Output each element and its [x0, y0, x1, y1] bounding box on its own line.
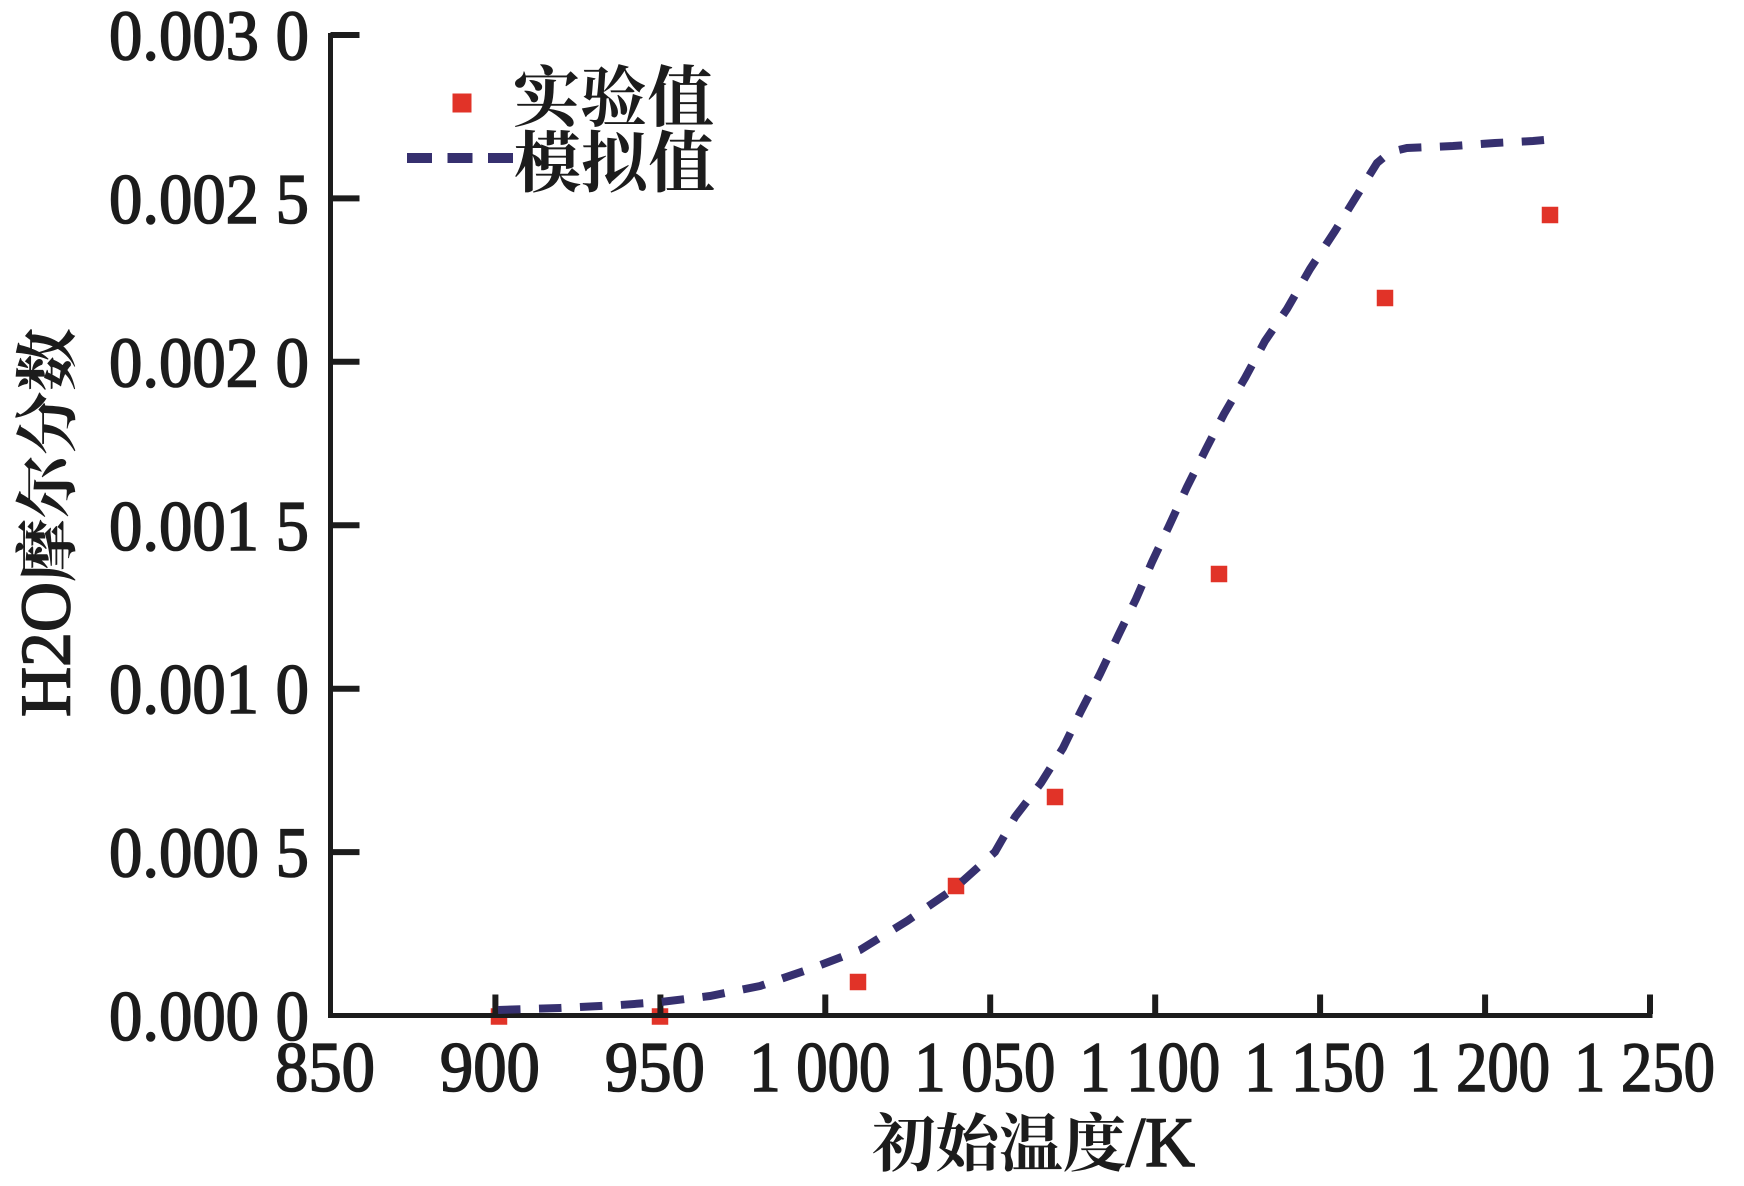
svg-text:0.000 0: 0.000 0: [109, 978, 309, 1056]
svg-text:1 250: 1 250: [1574, 1029, 1715, 1107]
svg-text:1 150: 1 150: [1244, 1029, 1385, 1107]
svg-text:850: 850: [275, 1029, 375, 1107]
svg-text:0.002 0: 0.002 0: [109, 324, 309, 402]
svg-text:1 100: 1 100: [1079, 1029, 1220, 1107]
svg-text:0.002 5: 0.002 5: [109, 161, 309, 239]
svg-text:/K: /K: [1126, 1104, 1195, 1182]
svg-text:0.001 0: 0.001 0: [109, 651, 309, 729]
svg-text:1 050: 1 050: [914, 1029, 1055, 1107]
svg-text:1 200: 1 200: [1409, 1029, 1550, 1107]
svg-text:0.001 5: 0.001 5: [109, 488, 309, 566]
svg-text:1 000: 1 000: [749, 1029, 890, 1107]
svg-text:900: 900: [440, 1029, 540, 1107]
svg-text:0.000 5: 0.000 5: [109, 815, 309, 893]
svg-text:H2O: H2O: [8, 582, 86, 717]
svg-text:950: 950: [605, 1029, 705, 1107]
svg-text:0.003 0: 0.003 0: [109, 0, 309, 76]
